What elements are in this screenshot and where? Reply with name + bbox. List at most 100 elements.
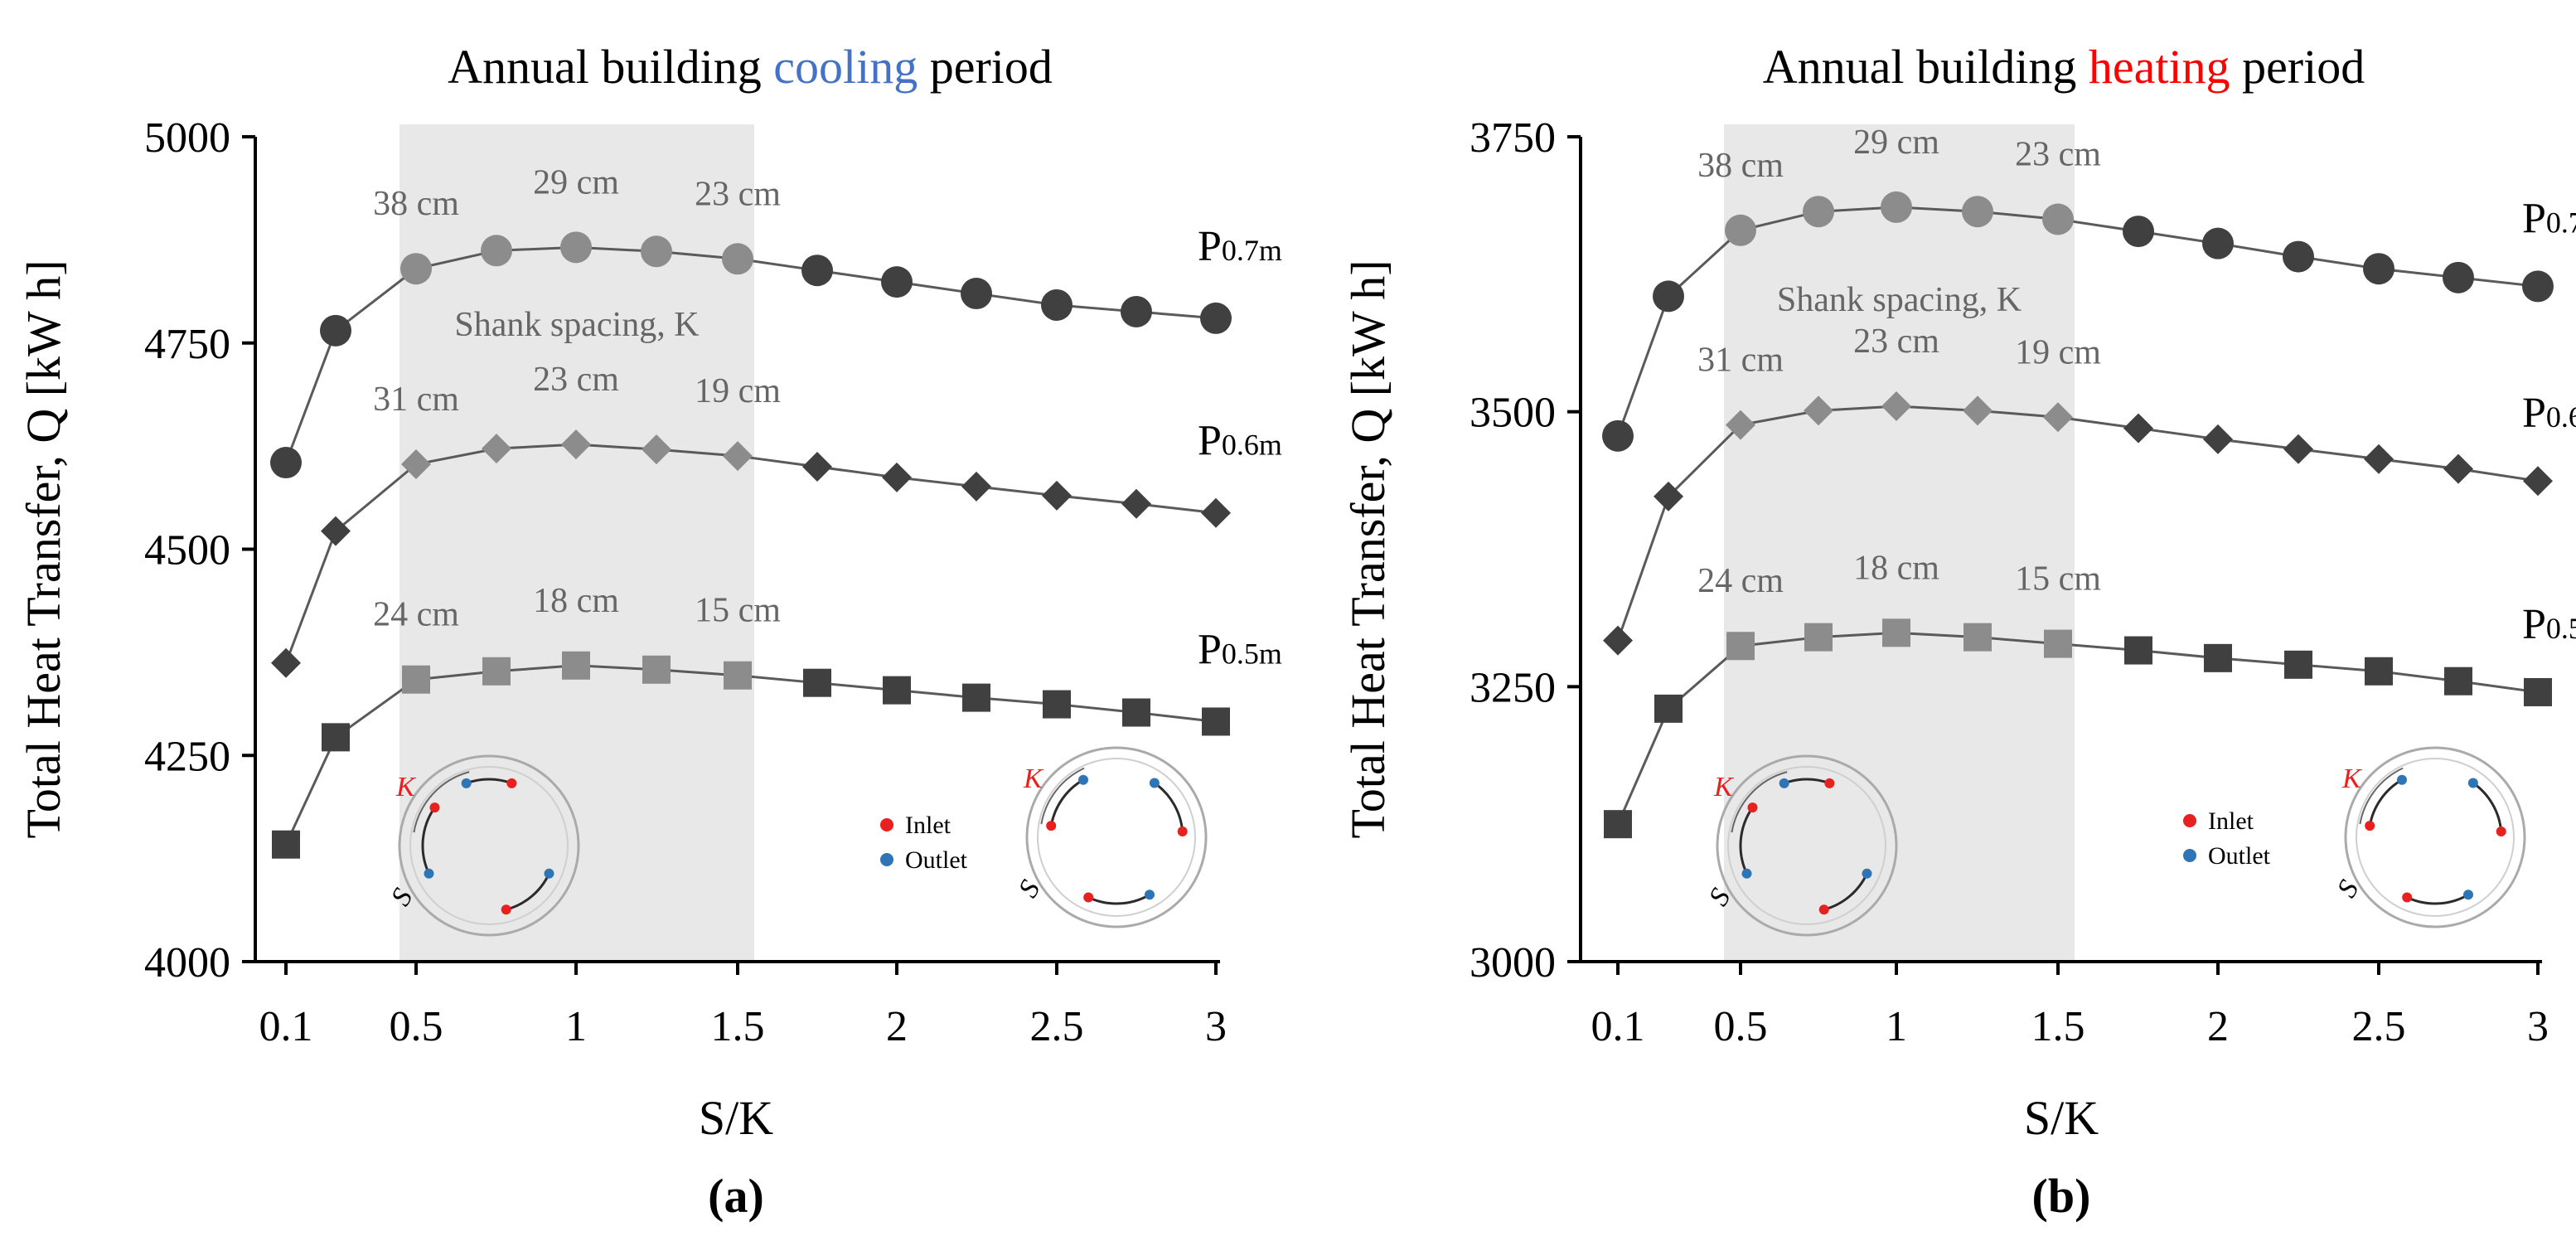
shank-spacing-label: 15 cm [695, 592, 781, 630]
chart-panel-a: Annual building cooling period 4000 4250 45… [17, 40, 1282, 1223]
shank-spacing-label: 24 cm [373, 596, 459, 634]
data-point [961, 471, 991, 502]
data-point [1043, 690, 1071, 719]
data-point [1121, 295, 1152, 327]
data-point [1201, 497, 1231, 528]
data-point [402, 665, 430, 694]
borehole-diagram-left: KS [1703, 754, 1898, 937]
series-name-label: P0.5m [2522, 601, 2576, 648]
data-point [1962, 196, 1993, 228]
shank-spacing-label: 15 cm [2015, 560, 2101, 599]
legend: Inlet Outlet [2183, 807, 2271, 870]
data-point [2364, 444, 2394, 474]
shank-spacing-label: 29 cm [533, 163, 619, 201]
series-0.5m: P0.5m 24 cm 18 cm 15 cm [1604, 549, 2576, 839]
panel-label: (b) [2032, 1169, 2091, 1223]
shank-spacing-label: 38 cm [373, 185, 459, 223]
data-point [320, 314, 351, 347]
shank-spacing-label: 24 cm [1697, 562, 1784, 600]
data-point [642, 434, 671, 465]
panel-label: (a) [708, 1169, 764, 1223]
data-point [560, 231, 592, 264]
shank-spacing-label: 31 cm [1697, 342, 1784, 380]
legend-inlet-label: Inlet [905, 812, 951, 839]
series-0.6m: P0.6m 31 cm 23 cm 19 cm [1603, 322, 2576, 656]
data-point [961, 278, 992, 310]
legend-inlet-label: Inlet [2208, 807, 2254, 835]
shank-spacing-label: 23 cm [2015, 136, 2101, 174]
data-point [882, 462, 912, 492]
data-point [2443, 453, 2473, 484]
legend-outlet-label: Outlet [2208, 842, 2271, 870]
data-point [400, 253, 432, 285]
data-point [883, 676, 911, 705]
y-tick-label: 3500 [1470, 390, 1556, 437]
shank-spacing-label: 19 cm [2015, 333, 2101, 371]
data-point [1042, 480, 1072, 511]
data-point [1654, 694, 1683, 723]
diagram-k-label: K [395, 772, 417, 802]
data-point [401, 449, 431, 480]
outlet-marker [2183, 849, 2196, 862]
shank-spacing-label: 19 cm [695, 372, 781, 410]
x-tick-label: 1.5 [2031, 1003, 2085, 1050]
data-point [2123, 413, 2153, 444]
y-axis-label: Total Heat Transfer, Q [kW h] [1341, 259, 1395, 838]
data-point [2524, 677, 2552, 706]
x-tick-label: 3 [1205, 1003, 1227, 1050]
y-axis-label: Total Heat Transfer, Q [kW h] [17, 259, 70, 838]
series-0.6m: P0.6m 31 cm 23 cm 19 cm [271, 361, 1282, 678]
x-tick-label: 1 [1886, 1003, 1907, 1050]
inlet-marker [2183, 814, 2196, 827]
data-point [321, 516, 351, 546]
series-0.7m: P0.7m 38 cm 29 cm 23 cm [1602, 124, 2576, 452]
diagram-s-label: S [2331, 875, 2365, 903]
chart-title: Annual building heating period [1763, 40, 2365, 94]
x-tick-label: 0.1 [1591, 1003, 1645, 1050]
data-point [1122, 698, 1150, 727]
data-point [270, 447, 302, 479]
data-point [1200, 302, 1232, 334]
data-point [2202, 227, 2234, 259]
x-tick-label: 2 [886, 1003, 908, 1050]
shaded-region [1724, 124, 2075, 962]
data-point [1602, 419, 1634, 452]
shank-spacing-label: 29 cm [1853, 124, 1939, 162]
data-point [481, 235, 512, 267]
data-point [2284, 650, 2312, 679]
x-tick-label: 2.5 [2352, 1003, 2406, 1050]
data-point [2444, 667, 2472, 696]
x-tick-label: 0.5 [1714, 1003, 1768, 1050]
y-tick-label: 4250 [144, 733, 230, 780]
x-tick-label: 0.1 [259, 1003, 313, 1050]
y-tick-label: 3750 [1470, 114, 1556, 162]
x-tick-label: 3 [2527, 1003, 2549, 1050]
series-name-label: P0.6m [1198, 418, 1282, 465]
shank-spacing-label: 18 cm [1853, 549, 1939, 587]
data-point [562, 651, 590, 680]
data-point [1804, 623, 1833, 652]
data-point [723, 441, 753, 472]
y-tick-label: 3250 [1470, 664, 1556, 711]
y-tick-label: 3000 [1470, 939, 1556, 986]
legend-outlet-label: Outlet [905, 846, 968, 874]
data-point [1604, 810, 1632, 839]
data-point [1726, 632, 1755, 661]
data-point [2365, 657, 2393, 686]
x-tick-label: 2.5 [1030, 1003, 1084, 1050]
data-point [642, 655, 671, 684]
borehole-diagram-right: KS [1013, 746, 1208, 928]
outlet-marker [880, 853, 893, 866]
y-tick-label: 4750 [144, 321, 230, 368]
data-point [271, 647, 301, 678]
x-axis-label: S/K [2024, 1091, 2099, 1145]
data-point [881, 266, 913, 298]
series-0.5m: P0.5m 24 cm 18 cm 15 cm [272, 582, 1282, 859]
data-point [1882, 618, 1910, 647]
borehole-diagram-right: KS [2331, 746, 2526, 928]
shank-spacing-label: 23 cm [1853, 322, 1939, 361]
series-0.7m: P0.7m 38 cm 29 cm 23 cm [270, 163, 1282, 479]
diagram-k-label: K [1713, 772, 1735, 802]
chart-title: Annual building cooling period [448, 40, 1053, 94]
shaded-region-label: Shank spacing, K [1777, 281, 2022, 319]
